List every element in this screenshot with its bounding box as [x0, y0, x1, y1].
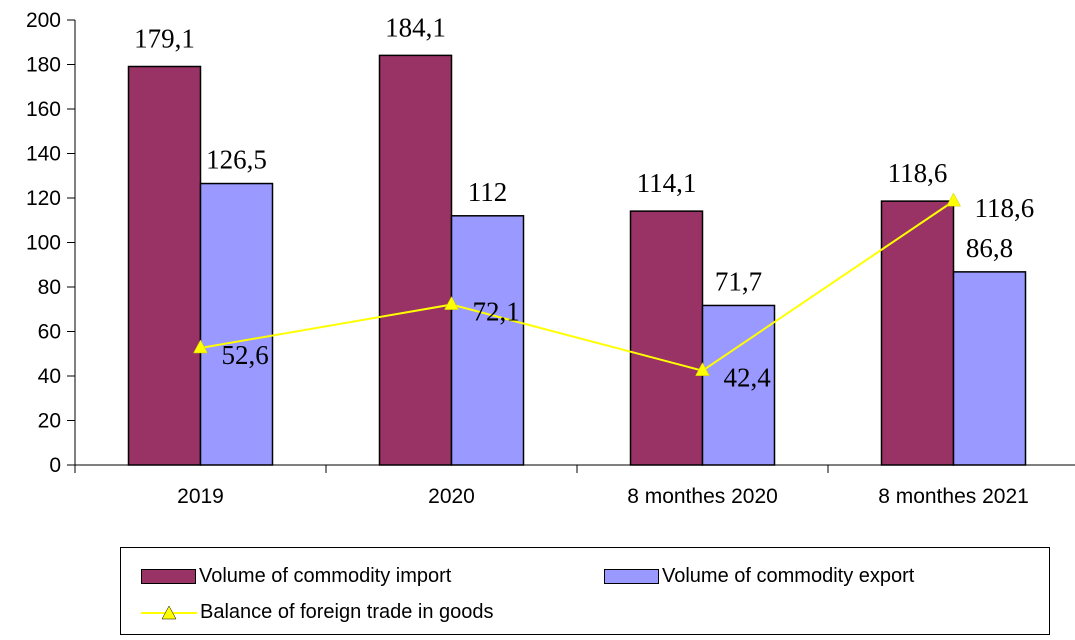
chart-canvas: 0 20 40 60 80 100 120 140 160 180 200 2019 2020 8 mon…	[26, 9, 1075, 508]
y-tick-label: 180	[26, 54, 61, 77]
data-label-export: 71,7	[715, 266, 762, 296]
x-tick-label: 2020	[428, 485, 475, 508]
labels-layer: 179,1 126,5 52,6 184,1 112 72,1 114,1 71,7 42,4 1…	[134, 12, 1034, 392]
balance-line	[200, 200, 955, 372]
bar-import	[629, 210, 704, 466]
data-label-export: 112	[468, 177, 508, 207]
y-tick-label: 80	[38, 276, 61, 299]
balance-point	[695, 362, 710, 376]
legend-label-balance: Balance of foreign trade in goods	[200, 601, 494, 623]
triangle-marker-icon	[161, 604, 177, 619]
data-label-export: 86,8	[966, 233, 1013, 263]
y-tick-label: 140	[26, 143, 61, 166]
legend-item-import: Volume of commodity import	[141, 565, 451, 588]
axes-layer: 0 20 40 60 80 100 120 140 160 180 200 2019 2020 8 mon…	[26, 9, 1075, 508]
y-tick-label: 20	[38, 410, 61, 433]
legend-item-balance: Balance of foreign trade in goods	[141, 601, 494, 624]
y-tick-label: 0	[49, 454, 61, 477]
x-tick-label: 8 monthes 2021	[878, 485, 1029, 508]
data-label-balance: 42,4	[724, 363, 772, 393]
legend-item-export: Volume of commodity export	[604, 565, 914, 588]
data-label-import: 179,1	[134, 24, 195, 54]
data-label-balance: 118,6	[975, 193, 1035, 223]
y-tick-label: 120	[26, 187, 61, 210]
data-label-import: 184,1	[385, 12, 446, 42]
bar-export	[450, 215, 525, 466]
bar-import	[378, 54, 453, 466]
legend-swatch-export	[604, 569, 659, 584]
legend: Volume of commodity import Volume of com…	[120, 547, 1050, 635]
legend-swatch-import	[141, 569, 196, 584]
balance-point	[444, 296, 459, 310]
legend-label-export: Volume of commodity export	[662, 565, 915, 587]
data-label-import: 114,1	[637, 168, 697, 198]
legend-label-import: Volume of commodity import	[199, 565, 452, 587]
balance-point	[946, 192, 961, 207]
data-label-import: 118,6	[888, 158, 948, 188]
data-label-balance: 52,6	[222, 340, 269, 370]
y-tick-label: 160	[26, 98, 61, 121]
bar-export	[199, 182, 274, 466]
line-layer	[193, 192, 961, 376]
balance-point	[193, 339, 208, 354]
legend-swatch-balance	[141, 604, 197, 621]
y-tick-label: 40	[38, 365, 61, 388]
y-tick-label: 100	[26, 232, 61, 255]
bar-export	[701, 304, 776, 466]
x-tick-label: 8 monthes 2020	[627, 485, 778, 508]
data-label-export: 126,5	[206, 145, 267, 175]
bar-export	[952, 271, 1027, 466]
bars-layer	[127, 54, 1027, 466]
y-tick-label: 60	[38, 321, 61, 344]
bar-import	[880, 200, 955, 466]
y-tick-label: 200	[26, 9, 61, 32]
bar-import	[127, 65, 202, 466]
data-label-balance: 72,1	[473, 297, 520, 327]
x-tick-label: 2019	[177, 485, 224, 508]
